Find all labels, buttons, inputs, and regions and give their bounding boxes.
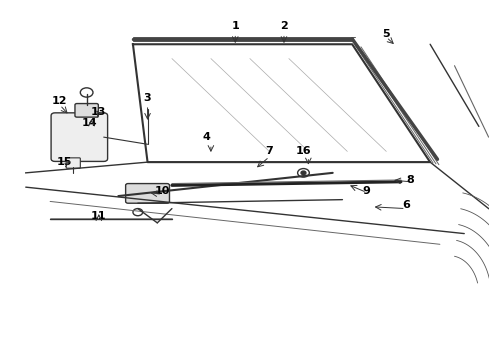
Text: 14: 14 [81,118,97,128]
Text: 11: 11 [91,211,107,221]
Text: 8: 8 [407,175,415,185]
FancyBboxPatch shape [125,184,170,203]
Circle shape [135,194,140,198]
Text: 12: 12 [52,96,68,107]
FancyBboxPatch shape [75,104,98,117]
Text: 2: 2 [280,21,288,31]
Text: 5: 5 [383,28,390,39]
Text: 10: 10 [154,186,170,196]
Circle shape [301,171,306,175]
Text: 4: 4 [202,132,210,142]
Text: 3: 3 [144,93,151,103]
Text: 15: 15 [57,157,73,167]
Text: 7: 7 [266,147,273,157]
Text: 13: 13 [91,107,106,117]
FancyBboxPatch shape [51,113,108,161]
Text: 1: 1 [231,21,239,31]
Text: 16: 16 [295,147,311,157]
FancyBboxPatch shape [66,158,80,168]
Text: 6: 6 [402,200,410,210]
Text: 9: 9 [363,186,371,196]
